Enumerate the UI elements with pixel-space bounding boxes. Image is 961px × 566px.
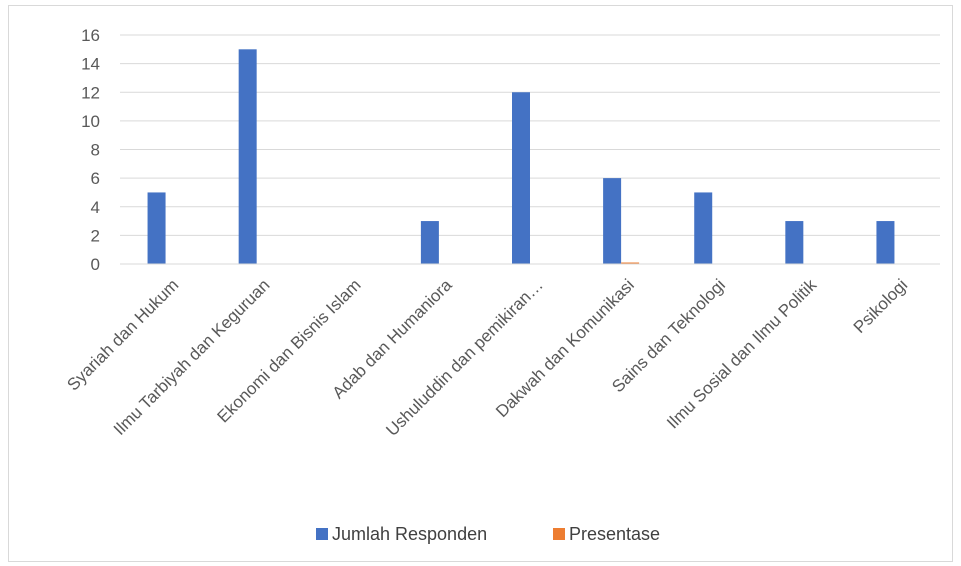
y-tick-label: 12 [81,83,100,102]
bar-jumlah-responden [876,221,895,264]
y-tick-label: 4 [91,198,100,217]
legend-swatch [316,528,328,540]
category-label: Ilmu Sosial dan Ilmu Politik [663,275,820,432]
y-tick-label: 14 [81,55,100,74]
y-tick-label: 6 [91,169,100,188]
bar-jumlah-responden [512,92,530,264]
bar-jumlah-responden [603,178,622,264]
bar-jumlah-responden [147,192,166,264]
chart-frame [8,5,953,562]
y-tick-label: 2 [91,226,100,245]
y-axis-ticks: 0 2 4 6 8 10 12 14 16 [81,26,100,274]
legend: Jumlah Responden Presentase [316,524,660,544]
bar-jumlah-responden [694,192,713,264]
legend-swatch [553,528,565,540]
bar-jumlah-responden [420,221,439,264]
bars [147,49,895,264]
y-tick-label: 8 [91,141,100,160]
bar-presentase [621,262,640,264]
category-label: Ilmu Tarbiyah dan Keguruan [110,275,274,439]
category-label: Ushuluddin dan pemikiran… [382,275,546,439]
bar-jumlah-responden [785,221,804,264]
bar-jumlah-responden [238,49,257,264]
y-tick-label: 16 [81,26,100,45]
y-tick-label: 10 [81,112,100,131]
legend-label: Presentase [569,524,660,544]
legend-label: Jumlah Responden [332,524,487,544]
category-label: Psikologi [850,275,912,337]
y-tick-label: 0 [91,255,100,274]
